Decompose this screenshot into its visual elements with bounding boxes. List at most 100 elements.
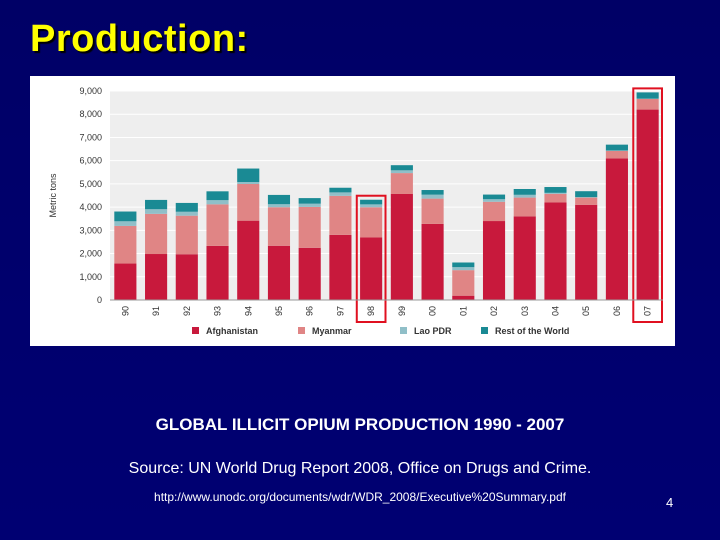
bar-myanmar-98	[360, 207, 383, 238]
bar-myanmar-97	[329, 195, 352, 235]
bar-rest-of-the-world-05	[575, 191, 598, 198]
bar-rest-of-the-world-92	[175, 202, 198, 212]
x-tick-label: 95	[274, 306, 284, 316]
bar-rest-of-the-world-04	[544, 187, 567, 193]
x-tick-label: 97	[335, 306, 345, 316]
y-tick-label: 0	[97, 295, 102, 305]
bar-afghanistan-97	[329, 234, 352, 300]
bar-lao-pdr-05	[575, 197, 598, 198]
page-number: 4	[666, 495, 674, 510]
bar-myanmar-03	[513, 197, 536, 217]
bar-rest-of-the-world-07	[636, 92, 659, 99]
opium-production-chart: 0 1,000 2,000 3,000 4,000 5,000 6,000 7,000 8,00…	[48, 86, 663, 336]
highlight-box-98	[355, 194, 387, 323]
bar-myanmar-05	[575, 197, 598, 205]
x-tick-label: 96	[305, 306, 315, 316]
x-tick-label: 06	[612, 306, 622, 316]
x-tick-label: 99	[397, 306, 407, 316]
bar-myanmar-00	[421, 198, 444, 224]
source-text: Source: UN World Drug Report 2008, Offic…	[128, 460, 592, 477]
legend-label: Rest of the World	[495, 326, 569, 336]
bar-afghanistan-98	[360, 237, 383, 300]
legend-label: Lao PDR	[414, 326, 452, 336]
highlight-box-07	[632, 87, 663, 324]
bar-rest-of-the-world-96	[298, 198, 321, 204]
x-tick-label: 02	[489, 306, 499, 316]
plot-area	[110, 91, 663, 300]
bar-myanmar-94	[237, 183, 260, 221]
chart-panel: 0 1,000 2,000 3,000 4,000 5,000 6,000 7,000 8,00…	[30, 76, 675, 346]
bar-afghanistan-95	[267, 245, 291, 300]
bar-lao-pdr-97	[329, 192, 352, 196]
y-tick-label: 5,000	[79, 179, 102, 189]
bar-rest-of-the-world-98	[360, 199, 383, 205]
y-tick-label: 1,000	[79, 272, 102, 282]
x-tick-label: 04	[550, 306, 560, 316]
x-tick-label: 94	[243, 306, 253, 316]
bar-afghanistan-93	[206, 245, 229, 300]
bar-myanmar-01	[452, 270, 475, 296]
y-tick-label: 4,000	[79, 202, 102, 212]
chart-caption-title: GLOBAL ILLICIT OPIUM PRODUCTION 1990 - 2…	[155, 415, 565, 434]
bar-myanmar-96	[298, 206, 321, 248]
bar-lao-pdr-02	[482, 199, 506, 202]
bar-myanmar-92	[175, 215, 198, 255]
bar-rest-of-the-world-97	[329, 187, 352, 193]
y-tick-label: 8,000	[79, 109, 102, 119]
bar-lao-pdr-91	[145, 209, 168, 214]
bar-rest-of-the-world-93	[206, 191, 229, 201]
x-tick-label: 92	[182, 306, 192, 316]
x-tick-label: 01	[458, 306, 468, 316]
bar-afghanistan-92	[175, 254, 198, 300]
bar-afghanistan-06	[605, 158, 628, 300]
bar-afghanistan-05	[575, 204, 598, 300]
x-tick-label: 93	[213, 306, 223, 316]
bar-afghanistan-01	[452, 295, 475, 300]
legend-swatch	[298, 327, 305, 334]
y-axis-label: Metric tons	[48, 173, 58, 218]
x-tick-label: 03	[520, 306, 530, 316]
bar-rest-of-the-world-03	[513, 188, 536, 195]
bar-lao-pdr-95	[267, 204, 291, 208]
bar-myanmar-02	[482, 201, 506, 222]
legend-swatch	[400, 327, 407, 334]
bar-lao-pdr-93	[206, 200, 229, 205]
legend-swatch	[481, 327, 488, 334]
bar-myanmar-90	[114, 225, 137, 264]
y-tick-label: 3,000	[79, 225, 102, 235]
bar-rest-of-the-world-02	[482, 194, 506, 200]
legend-swatch	[192, 327, 199, 334]
x-tick-label: 05	[581, 306, 591, 316]
bar-rest-of-the-world-90	[114, 211, 137, 222]
bar-rest-of-the-world-01	[452, 262, 475, 268]
bar-afghanistan-91	[145, 254, 168, 300]
legend-label: Myanmar	[312, 326, 352, 336]
x-tick-label: 90	[120, 306, 130, 316]
bar-afghanistan-96	[298, 247, 321, 300]
bar-lao-pdr-04	[544, 192, 567, 194]
bar-afghanistan-90	[114, 263, 137, 300]
bar-afghanistan-99	[390, 193, 413, 300]
bar-rest-of-the-world-00	[421, 190, 444, 195]
bar-lao-pdr-99	[390, 170, 413, 174]
x-tick-label: 00	[428, 306, 438, 316]
source-url[interactable]: http://www.unodc.org/documents/wdr/WDR_2…	[154, 490, 566, 504]
bar-myanmar-99	[390, 173, 413, 194]
bar-afghanistan-03	[513, 216, 536, 300]
x-tick-label: 91	[151, 306, 161, 316]
bar-lao-pdr-00	[421, 194, 444, 199]
bar-lao-pdr-92	[175, 211, 198, 216]
bar-lao-pdr-03	[513, 194, 536, 198]
bar-afghanistan-02	[482, 221, 506, 300]
bar-lao-pdr-94	[237, 182, 260, 184]
bar-myanmar-91	[145, 213, 168, 255]
legend-label: Afghanistan	[206, 326, 258, 336]
bar-lao-pdr-90	[114, 221, 137, 226]
x-tick-label: 07	[643, 306, 653, 316]
bar-lao-pdr-01	[452, 267, 475, 271]
bar-afghanistan-00	[421, 223, 444, 300]
bar-myanmar-07	[636, 98, 659, 110]
y-tick-label: 7,000	[79, 132, 102, 142]
bar-rest-of-the-world-91	[145, 199, 168, 210]
bar-afghanistan-94	[237, 220, 260, 300]
